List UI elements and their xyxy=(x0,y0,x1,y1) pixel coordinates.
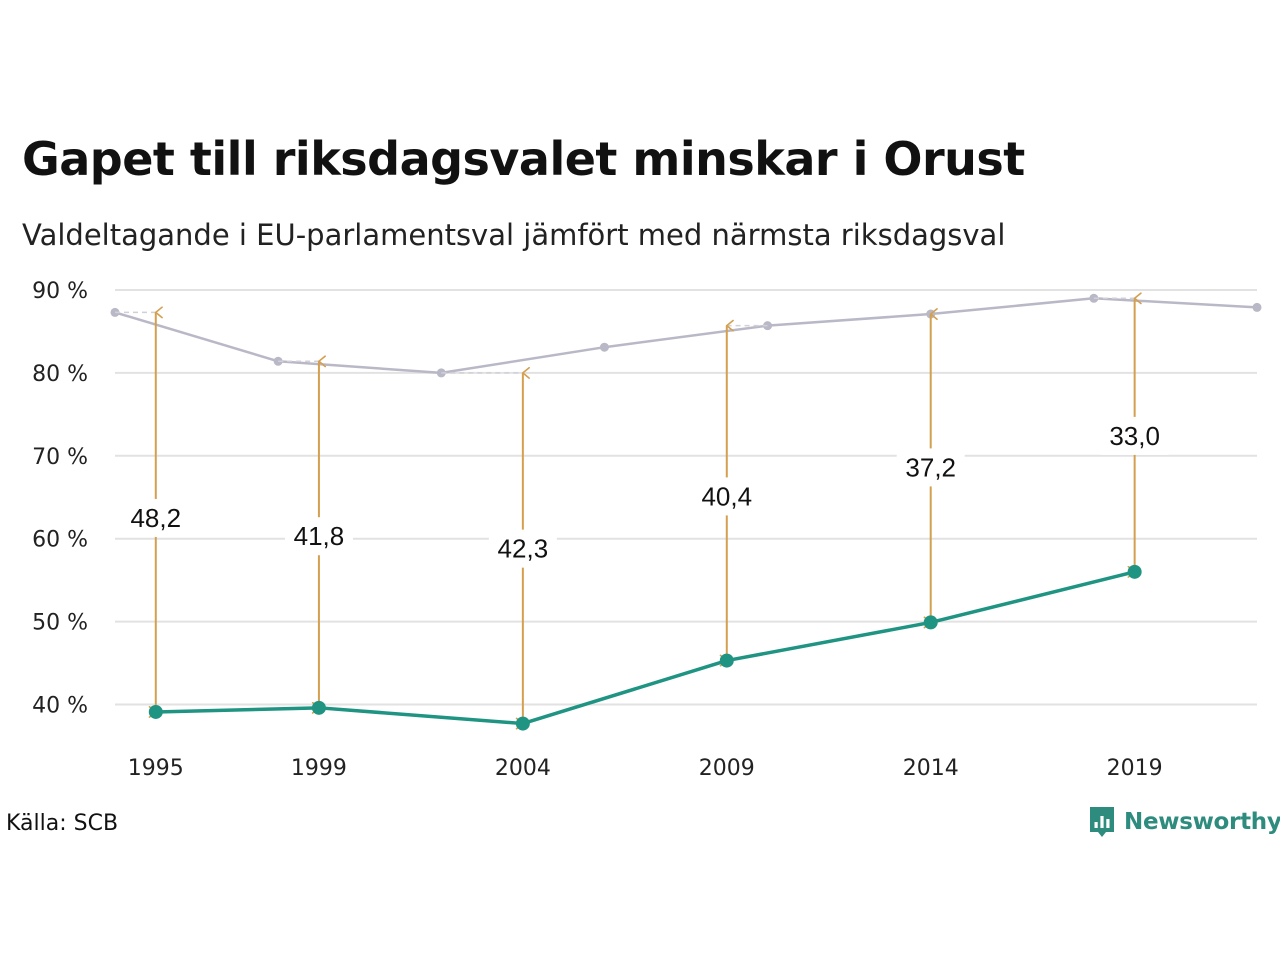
eu-point xyxy=(1127,564,1142,579)
eu-point xyxy=(148,704,163,719)
y-tick-label: 40 % xyxy=(32,694,88,719)
guide-lines xyxy=(115,297,1135,374)
y-tick-label: 70 % xyxy=(32,445,88,470)
x-tick-label: 2004 xyxy=(495,756,551,781)
gap-label-bg xyxy=(488,529,557,568)
y-tick-label: 80 % xyxy=(32,362,88,387)
eu-point xyxy=(923,615,938,630)
chart-title: Gapet till riksdagsvalet minskar i Orust xyxy=(22,132,1025,186)
y-tick-label: 60 % xyxy=(32,528,88,553)
riksdag-series xyxy=(110,293,1262,378)
riksdag-point xyxy=(1252,302,1262,312)
eu-line xyxy=(155,570,1136,726)
gap-label: 42,3 xyxy=(498,534,549,564)
y-axis: 90 % 80 % 70 % 60 % 50 % 40 % xyxy=(32,279,88,719)
gap-label-bg xyxy=(1100,416,1169,455)
grid-layer xyxy=(115,289,1257,706)
riksdag-line xyxy=(114,297,1258,375)
riksdag-point xyxy=(599,342,609,352)
x-tick-label: 2014 xyxy=(903,756,959,781)
x-axis: 1995 1999 2004 2009 2014 2019 xyxy=(128,756,1163,781)
gap-label-bg xyxy=(284,517,353,556)
x-tick-label: 2019 xyxy=(1107,756,1163,781)
chart-subtitle: Valdeltagande i EU-parlamentsval jämfört… xyxy=(22,218,1006,252)
x-tick-label: 1999 xyxy=(291,756,347,781)
gap-label-bg xyxy=(121,498,190,537)
gap-label: 48,2 xyxy=(130,503,181,533)
eu-point xyxy=(515,716,530,731)
source-note: Källa: SCB xyxy=(6,811,119,836)
gap-label-bg xyxy=(692,477,761,516)
gap-label: 40,4 xyxy=(701,481,752,511)
eu-series xyxy=(148,564,1142,731)
brand-logo: Newsworthy xyxy=(1088,804,1280,840)
eu-point xyxy=(719,653,734,668)
gap-arrows: 48,2 41,8 42,3 40,4 37,2 33,0 xyxy=(121,292,1169,730)
eu-point xyxy=(311,700,326,715)
gap-label-bg xyxy=(896,448,965,487)
y-tick-label: 50 % xyxy=(32,611,88,636)
newsworthy-bar-chart-icon xyxy=(1090,807,1114,837)
x-tick-label: 1995 xyxy=(128,756,184,781)
x-tick-label: 2009 xyxy=(699,756,755,781)
gap-label: 33,0 xyxy=(1109,421,1160,451)
gap-label: 41,8 xyxy=(294,521,345,551)
brand-name: Newsworthy xyxy=(1124,809,1280,835)
gap-label: 37,2 xyxy=(905,452,956,482)
y-tick-label: 90 % xyxy=(32,279,88,304)
